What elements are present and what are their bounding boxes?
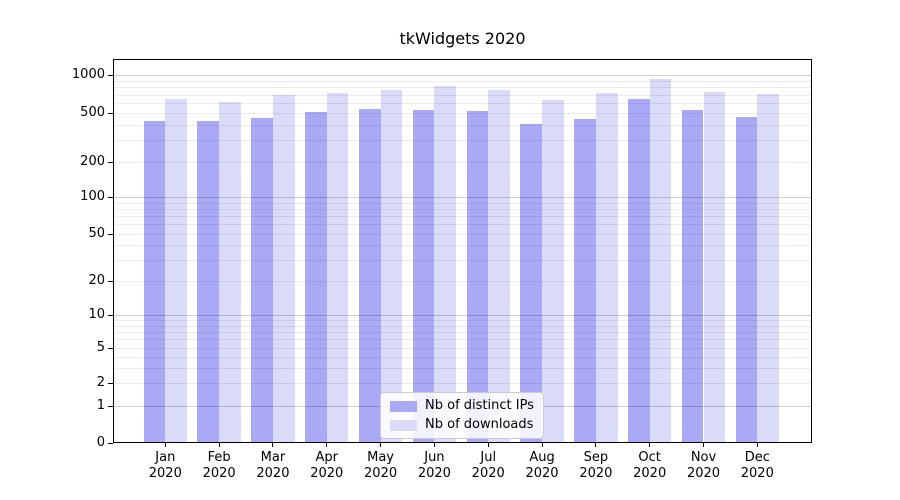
bar-downloads (757, 93, 779, 442)
x-tick-label: Dec 2020 (740, 450, 774, 481)
plot-area (113, 59, 812, 443)
y-tick-label: 5 (96, 340, 105, 355)
legend: Nb of distinct IPs Nb of downloads (380, 392, 544, 439)
legend-item-downloads: Nb of downloads (390, 418, 534, 432)
bar-downloads (434, 85, 457, 442)
bar-distinct-ips (305, 112, 327, 442)
bar-distinct-ips (143, 121, 166, 442)
y-tick-label: 100 (80, 189, 105, 204)
bar-downloads (542, 99, 564, 442)
y-tick-mark (108, 382, 113, 384)
bar-distinct-ips (627, 99, 650, 442)
legend-item-distinct-ips: Nb of distinct IPs (390, 399, 534, 413)
bar-downloads (488, 90, 510, 442)
bar-distinct-ips (197, 121, 220, 442)
y-tick-mark (108, 233, 113, 235)
bar-downloads (219, 101, 241, 442)
bar-distinct-ips (412, 110, 435, 442)
y-tick-mark (108, 314, 113, 316)
bar-distinct-ips (681, 109, 704, 442)
y-tick-mark (108, 112, 113, 114)
x-tick-label: Sep 2020 (579, 450, 613, 481)
y-tick-label: 0 (96, 435, 105, 450)
x-tick-mark (487, 443, 489, 447)
y-tick-label: 1 (96, 398, 105, 413)
y-tick-label: 20 (88, 273, 105, 288)
x-tick-label: Oct 2020 (633, 450, 667, 481)
y-tick-label: 50 (88, 226, 105, 241)
bar-distinct-ips (251, 118, 273, 442)
bar-downloads (595, 92, 618, 442)
legend-swatch-downloads (390, 419, 417, 431)
x-tick-mark (541, 443, 543, 447)
bar-downloads (272, 94, 295, 442)
legend-label-downloads: Nb of downloads (425, 417, 534, 432)
x-tick-label: Apr 2020 (310, 450, 344, 481)
legend-swatch-distinct-ips (390, 400, 417, 412)
x-tick-mark (164, 443, 166, 447)
x-tick-mark (649, 443, 651, 447)
x-tick-label: Feb 2020 (202, 450, 236, 481)
y-tick-label: 200 (80, 154, 105, 169)
x-tick-label: Aug 2020 (525, 450, 559, 481)
y-tick-mark (108, 74, 113, 76)
x-tick-label: Jun 2020 (417, 450, 451, 481)
y-tick-label: 1000 (71, 67, 105, 82)
x-tick-label: Mar 2020 (256, 450, 290, 481)
y-tick-label: 500 (80, 105, 105, 120)
x-tick-mark (380, 443, 382, 447)
legend-label-distinct-ips: Nb of distinct IPs (425, 398, 534, 413)
x-tick-mark (703, 443, 704, 447)
bar-downloads (703, 92, 726, 442)
y-tick-label: 2 (96, 375, 105, 390)
y-tick-mark (108, 196, 113, 198)
x-tick-mark (756, 443, 758, 447)
x-tick-label: Jul 2020 (471, 450, 505, 481)
x-tick-mark (433, 443, 435, 447)
y-tick-mark (108, 161, 113, 163)
bar-downloads (649, 79, 672, 442)
y-tick-mark (108, 442, 113, 444)
bar-distinct-ips (574, 118, 596, 442)
bar-downloads (380, 90, 403, 442)
bar-downloads (326, 93, 349, 442)
x-tick-mark (218, 443, 220, 447)
x-tick-label: May 2020 (364, 450, 398, 481)
x-tick-mark (595, 443, 597, 447)
x-tick-label: Nov 2020 (686, 450, 721, 481)
y-tick-label: 10 (88, 307, 105, 322)
x-tick-label: Jan 2020 (148, 450, 182, 481)
x-tick-mark (272, 443, 274, 447)
y-tick-mark (108, 405, 113, 407)
bar-layer (114, 60, 811, 442)
bar-distinct-ips (358, 109, 381, 442)
chart-title: tkWidgets 2020 (399, 29, 526, 48)
bar-downloads (165, 99, 187, 442)
bar-distinct-ips (735, 117, 758, 442)
y-tick-mark (108, 347, 113, 349)
x-tick-mark (326, 443, 328, 447)
bar-distinct-ips (520, 123, 543, 442)
y-tick-mark (108, 280, 113, 282)
bar-distinct-ips (466, 111, 489, 442)
